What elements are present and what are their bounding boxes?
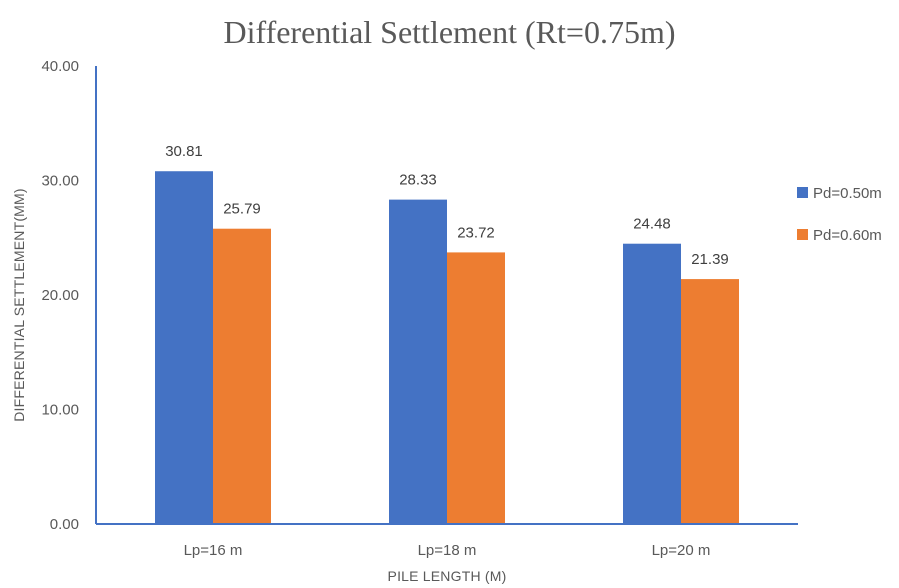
y-axis-title: DIFFERENTIAL SETTLEMENT(MM)	[11, 188, 27, 422]
data-label: 23.72	[457, 224, 495, 241]
data-label: 21.39	[691, 251, 729, 268]
legend-label: Pd=0.60m	[813, 227, 882, 244]
legend-swatch	[797, 229, 808, 240]
x-category-label: Lp=16 m	[184, 542, 243, 559]
x-axis-title: PILE LENGTH (M)	[388, 568, 507, 584]
bar-pd050	[623, 243, 681, 525]
y-tick-label: 0.00	[50, 516, 79, 533]
bar-pd060	[213, 228, 271, 524]
bar-pd050	[389, 199, 447, 524]
data-label: 28.33	[399, 172, 437, 189]
chart-title: Differential Settlement (Rt=0.75m)	[223, 14, 676, 50]
data-label: 30.81	[165, 143, 203, 160]
bar-pd050	[155, 171, 213, 524]
bar-pd060	[447, 252, 505, 524]
legend-label: Pd=0.50m	[813, 185, 882, 202]
data-label: 24.48	[633, 216, 671, 233]
legend: Pd=0.50m Pd=0.60m	[797, 185, 882, 244]
legend-swatch	[797, 187, 808, 198]
y-tick-label: 20.00	[41, 287, 79, 304]
y-tick-label: 30.00	[41, 173, 79, 190]
x-category-label: Lp=18 m	[418, 542, 477, 559]
data-label: 25.79	[223, 201, 261, 218]
y-tick-label: 10.00	[41, 402, 79, 419]
bar-pd060	[681, 279, 739, 524]
x-category-label: Lp=20 m	[652, 542, 711, 559]
y-tick-label: 40.00	[41, 58, 79, 75]
